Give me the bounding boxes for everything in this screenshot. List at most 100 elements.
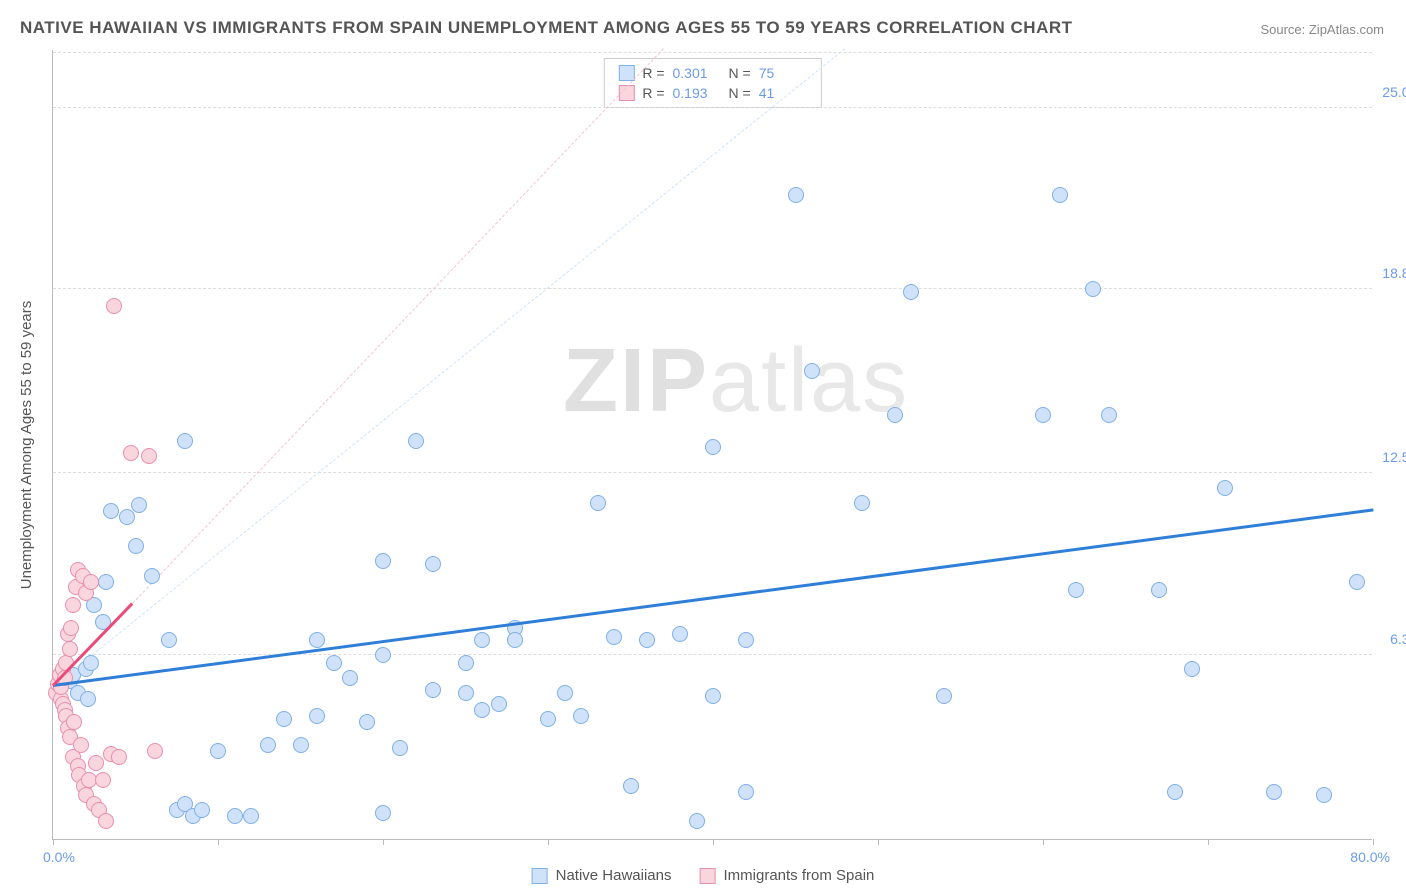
data-point [474, 632, 490, 648]
data-point [458, 685, 474, 701]
data-point [309, 632, 325, 648]
data-point [98, 813, 114, 829]
bottom-legend: Native Hawaiians Immigrants from Spain [532, 867, 875, 884]
data-point [425, 682, 441, 698]
data-point [936, 688, 952, 704]
data-point [425, 556, 441, 572]
data-point [887, 407, 903, 423]
data-point [66, 714, 82, 730]
data-point [590, 495, 606, 511]
data-point [458, 655, 474, 671]
gridline-h [53, 107, 1372, 108]
data-point [375, 805, 391, 821]
data-point [210, 743, 226, 759]
data-point [309, 708, 325, 724]
data-point [83, 574, 99, 590]
data-point [474, 702, 490, 718]
x-tick [383, 839, 384, 845]
data-point [1052, 187, 1068, 203]
data-point [491, 696, 507, 712]
chart-plot-area: ZIPatlas R =0.301N =75R =0.193N =41 0.0%… [52, 50, 1372, 840]
y-tick-label: 18.8% [1382, 265, 1406, 281]
data-point [689, 813, 705, 829]
data-point [131, 497, 147, 513]
data-point [103, 503, 119, 519]
y-axis-label: Unemployment Among Ages 55 to 59 years [18, 301, 35, 590]
data-point [375, 553, 391, 569]
data-point [1217, 480, 1233, 496]
gridline-h [53, 654, 1372, 655]
x-axis-min-label: 0.0% [43, 849, 75, 865]
data-point [276, 711, 292, 727]
data-point [1316, 787, 1332, 803]
data-point [1167, 784, 1183, 800]
data-point [375, 647, 391, 663]
x-tick [1373, 839, 1374, 845]
data-point [788, 187, 804, 203]
data-point [62, 641, 78, 657]
x-axis-max-label: 80.0% [1350, 849, 1390, 865]
data-point [95, 772, 111, 788]
watermark-text: ZIPatlas [563, 330, 909, 433]
data-point [111, 749, 127, 765]
data-point [392, 740, 408, 756]
source-attribution: Source: ZipAtlas.com [1260, 22, 1384, 37]
legend-label: Native Hawaiians [556, 867, 672, 884]
data-point [854, 495, 870, 511]
data-point [705, 439, 721, 455]
data-point [738, 784, 754, 800]
data-point [88, 755, 104, 771]
data-point [147, 743, 163, 759]
legend-swatch [700, 868, 716, 884]
data-point [1068, 582, 1084, 598]
data-point [73, 737, 89, 753]
data-point [672, 626, 688, 642]
gridline-h [53, 472, 1372, 473]
trend-line [53, 48, 664, 687]
stat-n-value: 75 [759, 65, 807, 81]
stat-label: R = [642, 85, 664, 101]
data-point [623, 778, 639, 794]
data-point [1085, 281, 1101, 297]
y-tick-label: 25.0% [1382, 84, 1406, 100]
x-tick [713, 839, 714, 845]
trend-line [53, 48, 846, 687]
data-point [804, 363, 820, 379]
data-point [161, 632, 177, 648]
stat-label: N = [729, 65, 751, 81]
legend-item: Native Hawaiians [532, 867, 672, 884]
data-point [1266, 784, 1282, 800]
data-point [141, 448, 157, 464]
correlation-stats-box: R =0.301N =75R =0.193N =41 [603, 58, 821, 108]
data-point [408, 433, 424, 449]
data-point [606, 629, 622, 645]
legend-swatch [618, 65, 634, 81]
data-point [557, 685, 573, 701]
data-point [342, 670, 358, 686]
chart-title: NATIVE HAWAIIAN VS IMMIGRANTS FROM SPAIN… [20, 18, 1073, 38]
x-tick [1208, 839, 1209, 845]
data-point [1101, 407, 1117, 423]
data-point [903, 284, 919, 300]
legend-swatch [532, 868, 548, 884]
data-point [1349, 574, 1365, 590]
gridline-h [53, 288, 1372, 289]
legend-item: Immigrants from Spain [700, 867, 875, 884]
x-tick [548, 839, 549, 845]
data-point [65, 597, 81, 613]
x-tick [53, 839, 54, 845]
data-point [123, 445, 139, 461]
data-point [98, 574, 114, 590]
data-point [243, 808, 259, 824]
stat-label: N = [729, 85, 751, 101]
data-point [738, 632, 754, 648]
stat-r-value: 0.193 [673, 85, 721, 101]
x-tick [218, 839, 219, 845]
data-point [260, 737, 276, 753]
data-point [83, 655, 99, 671]
data-point [106, 298, 122, 314]
data-point [1184, 661, 1200, 677]
data-point [227, 808, 243, 824]
x-tick [1043, 839, 1044, 845]
data-point [63, 620, 79, 636]
